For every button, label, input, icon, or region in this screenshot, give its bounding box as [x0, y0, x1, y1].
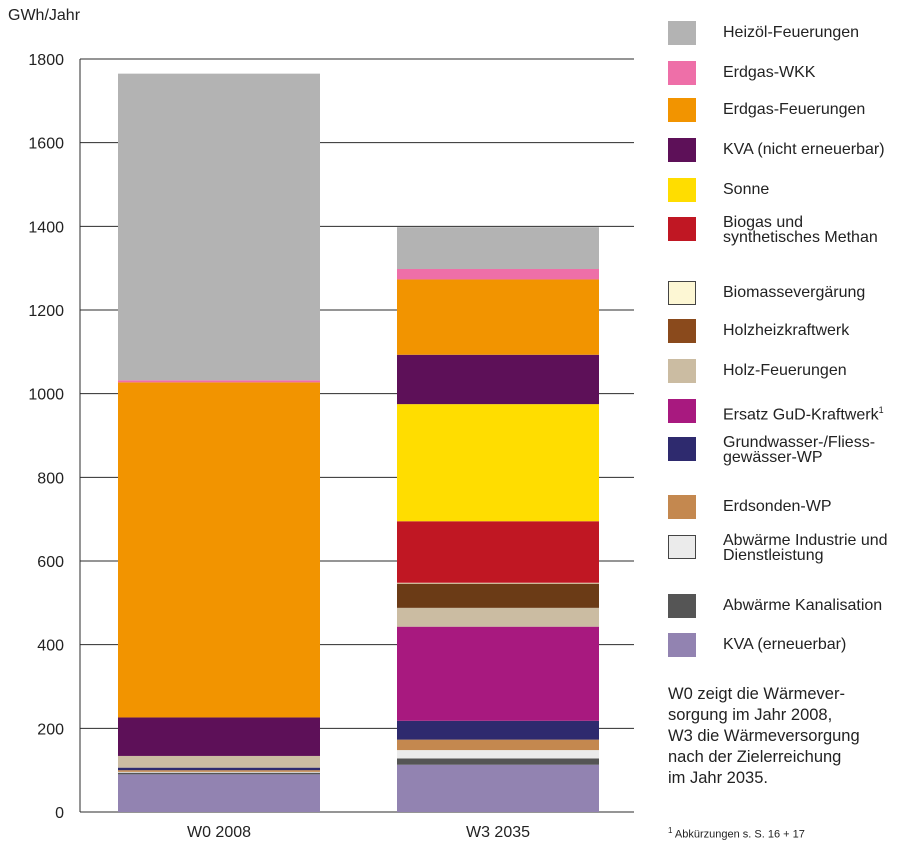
- legend-swatch: [668, 437, 696, 461]
- bar-segment: [397, 404, 599, 522]
- legend-label: KVA (nicht erneuerbar): [723, 141, 885, 158]
- legend-swatch: [668, 138, 696, 162]
- bar-segment: [118, 767, 320, 771]
- bar-segment: [118, 73, 320, 381]
- legend-label: Erdgas-WKK: [723, 64, 816, 81]
- y-tick-label: 1000: [28, 387, 64, 404]
- legend-swatch: [668, 359, 696, 383]
- bar-segment: [397, 739, 599, 751]
- legend-label: Abwärme Kanalisation: [723, 597, 883, 614]
- legend-swatch: [668, 594, 696, 618]
- legend-swatch: [668, 535, 696, 559]
- bar-segment: [397, 626, 599, 721]
- bar-segment: [397, 227, 599, 270]
- footnote-marker: 1: [668, 826, 673, 835]
- legend-swatch: [668, 21, 696, 45]
- legend-label: Abwärme Industrie und Dienstleistung: [723, 532, 888, 564]
- legend-swatch: [668, 217, 696, 241]
- legend-label: Holz-Feuerungen: [723, 362, 847, 379]
- legend-footnote-marker: 1: [878, 405, 884, 415]
- legend-label: Sonne: [723, 181, 770, 198]
- legend-swatch: [668, 98, 696, 122]
- legend-swatch: [668, 495, 696, 519]
- bar-segment: [118, 717, 320, 756]
- bar-segment: [118, 771, 320, 773]
- y-tick-label: 400: [37, 638, 64, 655]
- x-tick-label: W3 2035: [466, 824, 530, 841]
- y-tick-label: 1600: [28, 136, 64, 153]
- legend-label: Grundwasser-/Fliess- gewässer-WP: [723, 434, 876, 466]
- legend-label: KVA (erneuerbar): [723, 636, 847, 653]
- legend-label: Holzheizkraftwerk: [723, 322, 850, 339]
- bar-segment: [397, 750, 599, 759]
- legend-swatch: [668, 178, 696, 202]
- footnote: 1 Abkürzungen s. S. 16 + 17: [668, 826, 805, 841]
- legend-swatch: [668, 61, 696, 85]
- legend-label: Ersatz GuD-Kraftwerk1: [723, 405, 884, 424]
- y-tick-label: 1400: [28, 219, 64, 236]
- legend-swatch: [668, 319, 696, 343]
- legend-swatch: [668, 281, 696, 305]
- bar-segment: [397, 521, 599, 583]
- bar-segment: [397, 354, 599, 405]
- x-axis-ticks: W0 2008 W3 2035: [187, 824, 530, 841]
- bar-segment: [397, 720, 599, 740]
- y-tick-label: 200: [37, 721, 64, 738]
- y-tick-label: 0: [55, 805, 64, 822]
- bar-segment: [397, 764, 599, 812]
- bars: [118, 73, 599, 812]
- legend-label: Biomassevergärung: [723, 284, 866, 301]
- bar-segment: [118, 382, 320, 718]
- legend-label: Erdgas-Feuerungen: [723, 101, 866, 118]
- bar-segment: [397, 269, 599, 280]
- bar-segment: [397, 583, 599, 608]
- legend-label: Erdsonden-WP: [723, 498, 832, 515]
- stacked-bar-chart: 0 200 400 600 800 1000 1200 1400 1600 1800 W0 200…: [28, 52, 634, 841]
- y-tick-label: 1800: [28, 52, 64, 69]
- chart-note: W0 zeigt die Wärmever- sorgung im Jahr 2…: [668, 685, 860, 787]
- y-tick-label: 800: [37, 470, 64, 487]
- legend-swatch: [668, 399, 696, 423]
- bar-segment: [118, 774, 320, 812]
- bar-segment: [397, 758, 599, 765]
- y-axis-ticks: 0 200 400 600 800 1000 1200 1400 1600 1800: [28, 52, 64, 822]
- legend-label: Biogas und synthetisches Methan: [723, 214, 878, 246]
- bar-segment: [118, 755, 320, 768]
- legend-label: Heizöl-Feuerungen: [723, 24, 860, 41]
- y-tick-label: 600: [37, 554, 64, 571]
- footnote-text: Abkürzungen s. S. 16 + 17: [672, 828, 805, 841]
- bar-segment: [118, 772, 320, 775]
- bar-segment: [397, 279, 599, 355]
- bar-segment: [118, 770, 320, 772]
- y-axis-unit-label: GWh/Jahr: [8, 7, 81, 24]
- x-tick-label: W0 2008: [187, 824, 251, 841]
- bar-segment: [397, 607, 599, 627]
- legend-swatch: [668, 633, 696, 657]
- bar-segment: [397, 582, 599, 584]
- bar-segment: [118, 380, 320, 383]
- y-tick-label: 1200: [28, 303, 64, 320]
